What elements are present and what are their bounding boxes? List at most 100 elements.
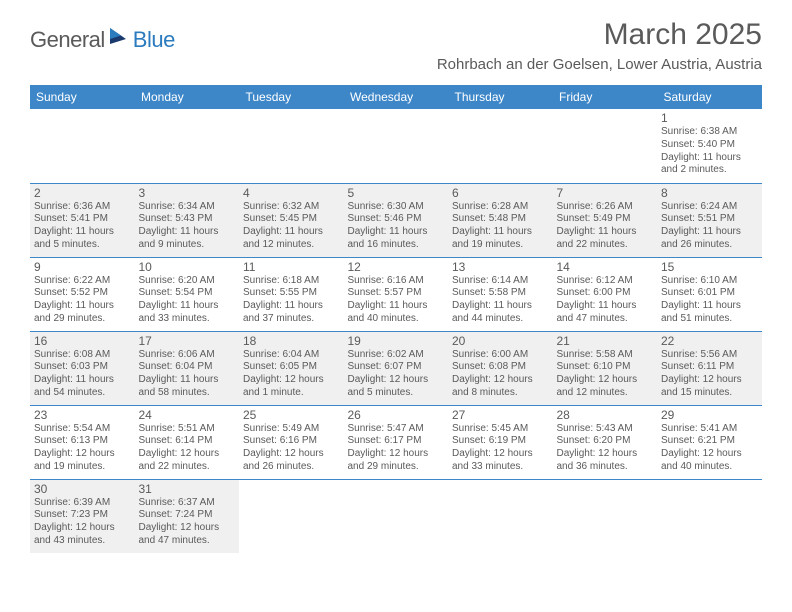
cell-text: Sunrise: 5:49 AM <box>243 423 340 436</box>
cell-text: Daylight: 11 hours <box>34 300 131 313</box>
cell-text: and 5 minutes. <box>348 387 445 400</box>
title-block: March 2025 Rohrbach an der Goelsen, Lowe… <box>437 18 762 73</box>
cell-text: Sunrise: 5:45 AM <box>452 423 549 436</box>
cell-text: Daylight: 12 hours <box>557 374 654 387</box>
day-number: 13 <box>452 260 549 274</box>
cell-text: Sunset: 5:58 PM <box>452 287 549 300</box>
cell-text: Sunset: 6:21 PM <box>661 435 758 448</box>
cell-text: and 47 minutes. <box>557 313 654 326</box>
cell-text: Daylight: 11 hours <box>139 374 236 387</box>
logo: General Blue <box>30 26 175 53</box>
calendar-row: 9Sunrise: 6:22 AMSunset: 5:52 PMDaylight… <box>30 257 762 331</box>
day-cell: 1Sunrise: 6:38 AMSunset: 5:40 PMDaylight… <box>657 109 762 183</box>
cell-text: Sunrise: 6:34 AM <box>139 201 236 214</box>
day-number: 8 <box>661 186 758 200</box>
day-cell: 23Sunrise: 5:54 AMSunset: 6:13 PMDayligh… <box>30 405 135 479</box>
cell-text: Sunset: 6:05 PM <box>243 361 340 374</box>
calendar-row: 1Sunrise: 6:38 AMSunset: 5:40 PMDaylight… <box>30 109 762 183</box>
calendar-row: 16Sunrise: 6:08 AMSunset: 6:03 PMDayligh… <box>30 331 762 405</box>
cell-text: Sunset: 5:40 PM <box>661 139 758 152</box>
cell-text: Sunrise: 6:16 AM <box>348 275 445 288</box>
cell-text: Daylight: 11 hours <box>661 226 758 239</box>
empty-cell <box>239 109 344 183</box>
day-number: 26 <box>348 408 445 422</box>
location: Rohrbach an der Goelsen, Lower Austria, … <box>437 56 762 73</box>
day-cell: 24Sunrise: 5:51 AMSunset: 6:14 PMDayligh… <box>135 405 240 479</box>
day-number: 11 <box>243 260 340 274</box>
cell-text: Sunset: 6:13 PM <box>34 435 131 448</box>
day-number: 1 <box>661 111 758 125</box>
cell-text: Sunrise: 6:24 AM <box>661 201 758 214</box>
empty-cell <box>553 109 658 183</box>
cell-text: Sunrise: 6:30 AM <box>348 201 445 214</box>
cell-text: and 15 minutes. <box>661 387 758 400</box>
calendar-row: 2Sunrise: 6:36 AMSunset: 5:41 PMDaylight… <box>30 183 762 257</box>
day-cell: 10Sunrise: 6:20 AMSunset: 5:54 PMDayligh… <box>135 257 240 331</box>
cell-text: and 26 minutes. <box>661 239 758 252</box>
day-cell: 2Sunrise: 6:36 AMSunset: 5:41 PMDaylight… <box>30 183 135 257</box>
cell-text: Sunrise: 6:08 AM <box>34 349 131 362</box>
cell-text: Daylight: 11 hours <box>452 226 549 239</box>
day-number: 14 <box>557 260 654 274</box>
empty-cell <box>239 479 344 553</box>
cell-text: Sunrise: 6:04 AM <box>243 349 340 362</box>
day-header: Saturday <box>657 85 762 109</box>
cell-text: Daylight: 11 hours <box>661 152 758 165</box>
cell-text: Sunset: 6:19 PM <box>452 435 549 448</box>
cell-text: and 26 minutes. <box>243 461 340 474</box>
empty-cell <box>657 479 762 553</box>
day-cell: 13Sunrise: 6:14 AMSunset: 5:58 PMDayligh… <box>448 257 553 331</box>
day-number: 17 <box>139 334 236 348</box>
cell-text: Sunset: 6:01 PM <box>661 287 758 300</box>
day-cell: 12Sunrise: 6:16 AMSunset: 5:57 PMDayligh… <box>344 257 449 331</box>
cell-text: Sunset: 6:00 PM <box>557 287 654 300</box>
day-cell: 22Sunrise: 5:56 AMSunset: 6:11 PMDayligh… <box>657 331 762 405</box>
empty-cell <box>553 479 658 553</box>
cell-text: and 44 minutes. <box>452 313 549 326</box>
cell-text: Daylight: 11 hours <box>243 226 340 239</box>
cell-text: Sunrise: 6:20 AM <box>139 275 236 288</box>
empty-cell <box>448 479 553 553</box>
day-cell: 16Sunrise: 6:08 AMSunset: 6:03 PMDayligh… <box>30 331 135 405</box>
day-cell: 3Sunrise: 6:34 AMSunset: 5:43 PMDaylight… <box>135 183 240 257</box>
day-header: Thursday <box>448 85 553 109</box>
logo-flag-icon <box>108 26 130 53</box>
cell-text: Sunset: 6:20 PM <box>557 435 654 448</box>
day-number: 3 <box>139 186 236 200</box>
cell-text: Daylight: 12 hours <box>243 374 340 387</box>
day-number: 5 <box>348 186 445 200</box>
cell-text: Daylight: 11 hours <box>34 226 131 239</box>
day-number: 21 <box>557 334 654 348</box>
cell-text: Sunset: 5:51 PM <box>661 213 758 226</box>
cell-text: Sunset: 6:03 PM <box>34 361 131 374</box>
day-cell: 15Sunrise: 6:10 AMSunset: 6:01 PMDayligh… <box>657 257 762 331</box>
cell-text: Sunset: 6:04 PM <box>139 361 236 374</box>
cell-text: and 8 minutes. <box>452 387 549 400</box>
cell-text: Sunset: 5:57 PM <box>348 287 445 300</box>
cell-text: and 2 minutes. <box>661 164 758 177</box>
logo-text-blue: Blue <box>133 27 175 53</box>
day-cell: 26Sunrise: 5:47 AMSunset: 6:17 PMDayligh… <box>344 405 449 479</box>
day-number: 22 <box>661 334 758 348</box>
cell-text: and 29 minutes. <box>348 461 445 474</box>
cell-text: Daylight: 11 hours <box>139 300 236 313</box>
day-cell: 7Sunrise: 6:26 AMSunset: 5:49 PMDaylight… <box>553 183 658 257</box>
cell-text: Daylight: 12 hours <box>139 448 236 461</box>
cell-text: and 51 minutes. <box>661 313 758 326</box>
day-number: 12 <box>348 260 445 274</box>
cell-text: Sunset: 5:43 PM <box>139 213 236 226</box>
day-cell: 19Sunrise: 6:02 AMSunset: 6:07 PMDayligh… <box>344 331 449 405</box>
cell-text: Sunset: 7:24 PM <box>139 509 236 522</box>
day-cell: 14Sunrise: 6:12 AMSunset: 6:00 PMDayligh… <box>553 257 658 331</box>
cell-text: Daylight: 12 hours <box>243 448 340 461</box>
day-header-row: SundayMondayTuesdayWednesdayThursdayFrid… <box>30 85 762 109</box>
cell-text: Sunrise: 6:18 AM <box>243 275 340 288</box>
day-number: 4 <box>243 186 340 200</box>
cell-text: Sunrise: 6:36 AM <box>34 201 131 214</box>
day-cell: 29Sunrise: 5:41 AMSunset: 6:21 PMDayligh… <box>657 405 762 479</box>
cell-text: Sunrise: 5:54 AM <box>34 423 131 436</box>
cell-text: Daylight: 11 hours <box>348 300 445 313</box>
day-cell: 17Sunrise: 6:06 AMSunset: 6:04 PMDayligh… <box>135 331 240 405</box>
day-number: 30 <box>34 482 131 496</box>
cell-text: and 19 minutes. <box>34 461 131 474</box>
